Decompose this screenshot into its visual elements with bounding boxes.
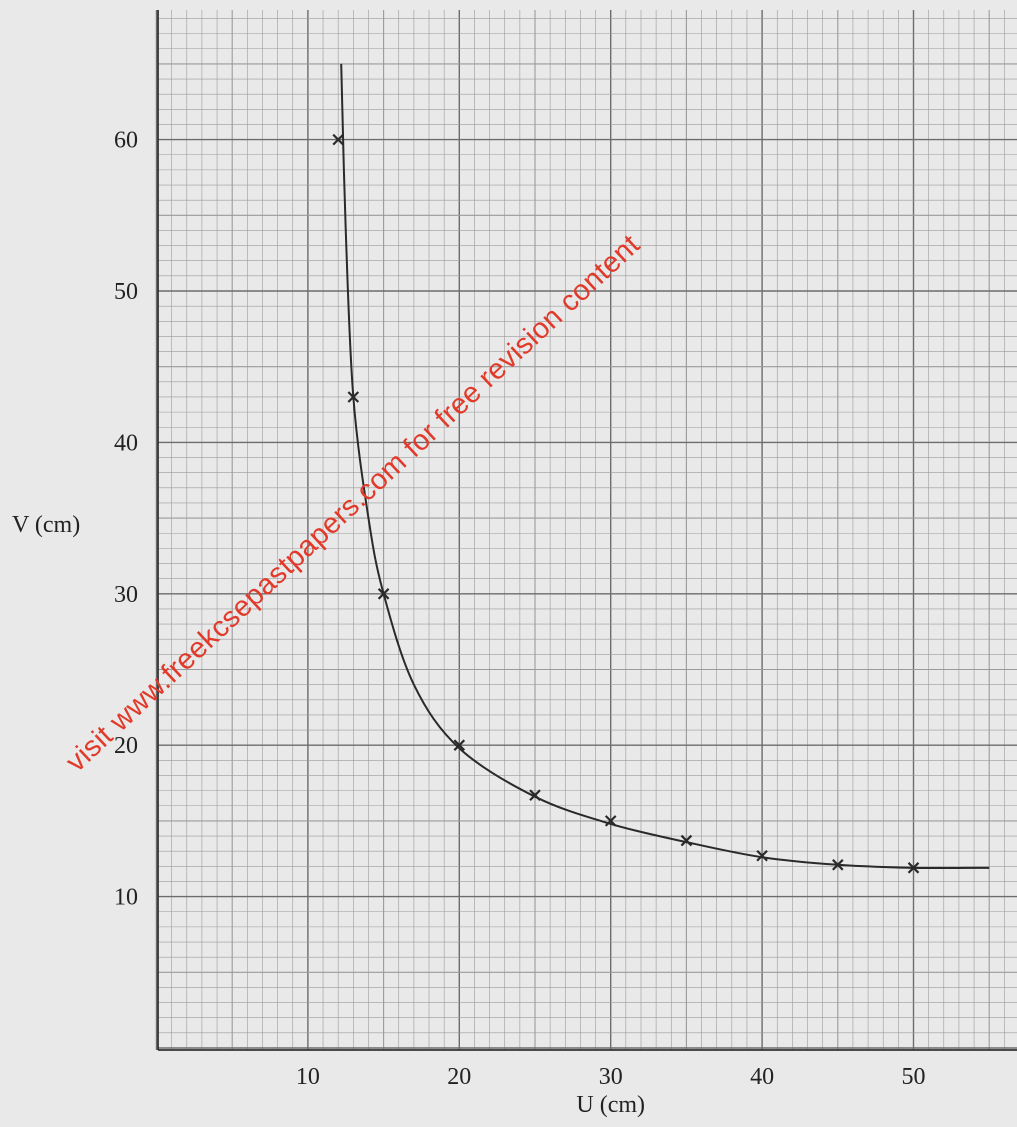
- data-markers: [332, 133, 920, 874]
- x-tick-label: 20: [447, 1064, 471, 1090]
- data-point: [756, 849, 768, 862]
- axes: [157, 10, 1017, 1051]
- data-point-stroke: [347, 391, 360, 403]
- data-point-stroke: [907, 862, 920, 874]
- y-tick-label: 20: [114, 733, 138, 759]
- x-tick-label: 10: [296, 1064, 320, 1090]
- data-point-stroke: [680, 834, 693, 847]
- data-point: [347, 391, 360, 403]
- data-point-stroke: [453, 739, 466, 751]
- y-tick-label: 50: [114, 279, 138, 305]
- data-point-stroke: [756, 849, 768, 862]
- y-tick-labels: 10 20 30 40 50 60: [114, 128, 138, 911]
- data-point: [907, 862, 920, 874]
- data-point: [453, 739, 466, 751]
- data-point: [832, 859, 844, 871]
- data-point-stroke: [332, 133, 344, 146]
- data-point-stroke: [832, 859, 844, 871]
- data-point-stroke: [529, 789, 541, 801]
- data-point: [529, 789, 541, 801]
- data-point: [680, 834, 693, 847]
- y-axis-label: V (cm): [12, 512, 80, 538]
- y-tick-label: 40: [114, 430, 138, 456]
- x-tick-label: 50: [902, 1064, 926, 1090]
- y-tick-label: 30: [114, 582, 138, 608]
- x-tick-label: 40: [750, 1064, 774, 1090]
- data-point-stroke: [604, 815, 617, 827]
- data-point: [604, 815, 617, 827]
- fitted-curve: [340, 63, 990, 870]
- y-tick-label: 60: [114, 128, 138, 154]
- x-tick-labels: 10 20 30 40 50: [296, 1064, 926, 1090]
- y-tick-label: 10: [114, 885, 138, 911]
- data-point-stroke: [377, 588, 390, 600]
- x-axis-label: U (cm): [576, 1092, 645, 1118]
- x-tick-label: 30: [599, 1064, 623, 1090]
- data-point: [377, 588, 390, 600]
- data-point: [332, 133, 344, 146]
- grid: [155, 10, 1017, 1050]
